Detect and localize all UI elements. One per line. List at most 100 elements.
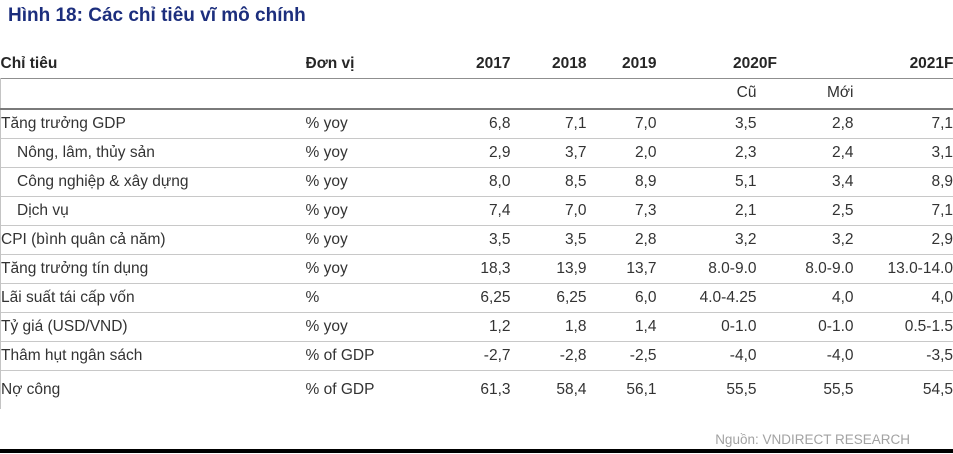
row-unit: % of GDP: [305, 381, 375, 398]
table-row: Tăng trưởng GDP % yoy 6,8 7,1 7,0 3,5 2,…: [0, 109, 953, 139]
row-unit: % of GDP: [305, 347, 375, 364]
row-unit: % yoy: [305, 202, 348, 219]
col-header-2019: 2019: [622, 54, 657, 72]
cell-value-2017: 8,0: [488, 173, 511, 190]
cell-value-2021f: 0.5-1.5: [853, 312, 953, 342]
cell-value-2019: 6,0: [634, 289, 657, 306]
row-label: Lãi suất tái cấp vốn: [0, 283, 306, 313]
macro-indicators-table: Chỉ tiêu Đơn vị 2017 2018 2019 2020F 202…: [0, 50, 953, 409]
cell-value-2020f-old: -4,0: [729, 347, 757, 364]
cell-value-2019: 2,8: [634, 231, 657, 248]
cell-value-2018: 7,0: [564, 202, 587, 219]
row-unit: % yoy: [305, 231, 348, 248]
table-row: Công nghiệp & xây dựng % yoy 8,0 8,5 8,9…: [0, 167, 953, 197]
cell-value-2020f-new: 2,4: [831, 144, 854, 161]
cell-value-2017: 3,5: [488, 231, 511, 248]
cell-value-2018: 7,1: [564, 115, 587, 132]
cell-value-2019: 1,4: [634, 318, 657, 335]
cell-value-2020f-old: 2,3: [734, 144, 757, 161]
cell-value-2020f-old: 5,1: [734, 173, 757, 190]
cell-value-2019: 7,0: [634, 115, 657, 132]
table-row: Lãi suất tái cấp vốn % 6,25 6,25 6,0 4.0…: [0, 283, 953, 313]
row-label: Tỷ giá (USD/VND): [0, 312, 306, 342]
row-unit: % yoy: [305, 260, 348, 277]
row-label: Công nghiệp & xây dựng: [0, 167, 306, 197]
col-header-2018: 2018: [552, 54, 587, 72]
cell-value-2017: 18,3: [480, 260, 511, 277]
cell-value-2021f: 4,0: [853, 283, 953, 313]
cell-value-2018: 13,9: [556, 260, 587, 277]
table-header: Chỉ tiêu Đơn vị 2017 2018 2019 2020F 202…: [0, 50, 953, 109]
row-unit: %: [305, 289, 320, 306]
cell-value-2021f: 7,1: [853, 109, 953, 139]
col-header-unit: Đơn vị: [305, 54, 355, 72]
col-header-2020f: 2020F: [733, 54, 777, 72]
table-row: Dịch vụ % yoy 7,4 7,0 7,3 2,1 2,5 7,1: [0, 196, 953, 226]
cell-value-2020f-old: 3,5: [734, 115, 757, 132]
row-unit: % yoy: [305, 144, 348, 161]
cell-value-2018: 6,25: [556, 289, 587, 306]
row-unit: % yoy: [305, 115, 348, 132]
col-header-indicator: Chỉ tiêu: [0, 54, 58, 72]
cell-value-2017: 7,4: [488, 202, 511, 219]
row-label: Nông, lâm, thủy sản: [0, 138, 306, 168]
cell-value-2017: 6,8: [488, 115, 511, 132]
cell-value-2019: 2,0: [634, 144, 657, 161]
table-body: Tăng trưởng GDP % yoy 6,8 7,1 7,0 3,5 2,…: [0, 109, 953, 409]
row-label: CPI (bình quân cả năm): [0, 225, 306, 255]
cell-value-2018: 3,5: [564, 231, 587, 248]
cell-value-2019: 7,3: [634, 202, 657, 219]
bottom-divider-bar: [0, 449, 953, 453]
row-unit: % yoy: [305, 318, 348, 335]
cell-value-2020f-new: 55,5: [823, 381, 854, 398]
cell-value-2020f-new: 2,8: [831, 115, 854, 132]
cell-value-2018: 3,7: [564, 144, 587, 161]
source-note: Nguồn: VNDIRECT RESEARCH: [715, 432, 910, 447]
cell-value-2021f: 3,1: [853, 138, 953, 168]
cell-value-2018: -2,8: [559, 347, 587, 364]
cell-value-2020f-new: -4,0: [826, 347, 854, 364]
cell-value-2020f-new: 4,0: [831, 289, 854, 306]
cell-value-2020f-new: 2,5: [831, 202, 854, 219]
cell-value-2019: 8,9: [634, 173, 657, 190]
header-row: Chỉ tiêu Đơn vị 2017 2018 2019 2020F 202…: [0, 50, 953, 78]
table-row: Nợ công % of GDP 61,3 58,4 56,1 55,5 55,…: [0, 370, 953, 409]
subheader-old: Cũ: [736, 84, 757, 102]
cell-value-2021f: 8,9: [853, 167, 953, 197]
row-label: Thâm hụt ngân sách: [0, 341, 306, 371]
col-header-2021f: 2021F: [909, 54, 953, 72]
cell-value-2018: 58,4: [556, 381, 587, 398]
cell-value-2017: -2,7: [483, 347, 511, 364]
table-row: Tỷ giá (USD/VND) % yoy 1,2 1,8 1,4 0-1.0…: [0, 312, 953, 342]
table-row: Tăng trưởng tín dụng % yoy 18,3 13,9 13,…: [0, 254, 953, 284]
figure-title: Hình 18: Các chỉ tiêu vĩ mô chính: [8, 5, 306, 26]
row-unit: % yoy: [305, 173, 348, 190]
cell-value-2017: 2,9: [488, 144, 511, 161]
col-header-2017: 2017: [476, 54, 511, 72]
cell-value-2020f-new: 3,4: [831, 173, 854, 190]
cell-value-2017: 1,2: [488, 318, 511, 335]
cell-value-2021f: 2,9: [853, 225, 953, 255]
row-label: Tăng trưởng tín dụng: [0, 254, 306, 284]
cell-value-2021f: 7,1: [853, 196, 953, 226]
cell-value-2021f: 54,5: [853, 370, 953, 409]
subheader-new: Mới: [826, 84, 854, 102]
cell-value-2020f-new: 3,2: [831, 231, 854, 248]
cell-value-2020f-old: 2,1: [734, 202, 757, 219]
table-row: CPI (bình quân cả năm) % yoy 3,5 3,5 2,8…: [0, 225, 953, 255]
cell-value-2020f-old: 8.0-9.0: [708, 260, 757, 277]
cell-value-2018: 8,5: [564, 173, 587, 190]
cell-value-2017: 6,25: [480, 289, 511, 306]
subheader-spacer: [0, 78, 657, 109]
cell-value-2020f-old: 4.0-4.25: [699, 289, 757, 306]
cell-value-2018: 1,8: [564, 318, 587, 335]
row-label: Tăng trưởng GDP: [0, 109, 306, 139]
cell-value-2020f-old: 3,2: [734, 231, 757, 248]
cell-value-2021f: 13.0-14.0: [853, 254, 953, 284]
cell-value-2017: 61,3: [480, 381, 511, 398]
subheader-row: Cũ Mới: [0, 78, 953, 109]
cell-value-2020f-new: 8.0-9.0: [805, 260, 854, 277]
cell-value-2019: 13,7: [626, 260, 657, 277]
row-label: Dịch vụ: [0, 196, 306, 226]
